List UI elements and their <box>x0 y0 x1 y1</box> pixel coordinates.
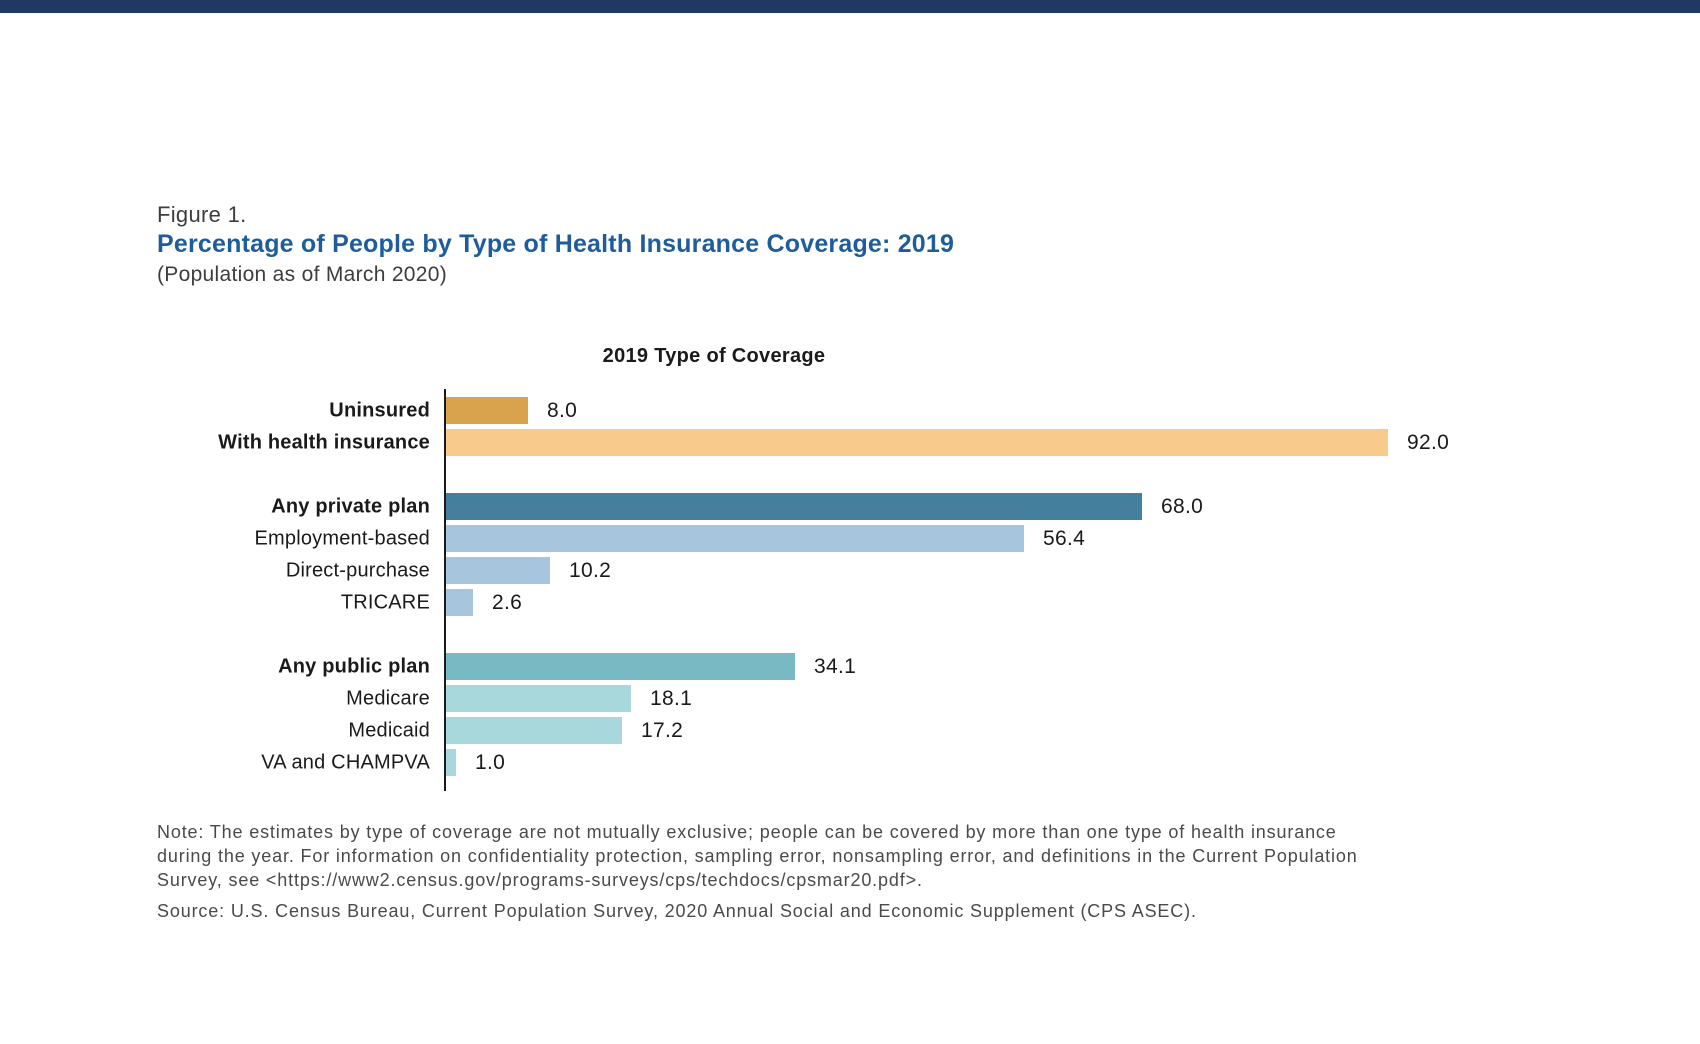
bar-label: VA and CHAMPVA <box>261 751 430 773</box>
y-axis-line <box>444 389 446 791</box>
figure-title: Percentage of People by Type of Health I… <box>157 230 955 258</box>
note-line-1: Note: The estimates by type of coverage … <box>157 822 1337 842</box>
bar <box>446 493 1142 520</box>
bar <box>446 397 528 424</box>
bar-value-label: 2.6 <box>492 590 523 614</box>
bar-row: TRICARE 2.6 <box>0 589 1700 616</box>
bar-label: Uninsured <box>329 399 430 421</box>
bar <box>446 685 631 712</box>
bar-row: Direct-purchase 10.2 <box>0 557 1700 584</box>
bar <box>446 557 550 584</box>
bar-label: Any private plan <box>271 495 430 517</box>
bar <box>446 749 456 776</box>
bar-value-label: 8.0 <box>547 398 578 422</box>
bar-value-label: 1.0 <box>475 750 506 774</box>
bar-row: VA and CHAMPVA 1.0 <box>0 749 1700 776</box>
bar <box>446 525 1024 552</box>
bar-value-label: 17.2 <box>641 718 684 742</box>
note-text: Note: The estimates by type of coverage … <box>157 820 1358 892</box>
bar-row: Employment-based 56.4 <box>0 525 1700 552</box>
bar-row: Medicaid 17.2 <box>0 717 1700 744</box>
bar-row: Uninsured 8.0 <box>0 397 1700 424</box>
bar-value-label: 34.1 <box>814 654 857 678</box>
bar-label: Medicaid <box>348 719 430 741</box>
bar-label: With health insurance <box>218 431 430 453</box>
bar <box>446 653 795 680</box>
bar <box>446 429 1388 456</box>
top-accent-bar <box>0 0 1700 13</box>
bar-label: TRICARE <box>340 591 430 613</box>
bar-value-label: 18.1 <box>650 686 693 710</box>
bar-row: Any private plan 68.0 <box>0 493 1700 520</box>
bar <box>446 717 622 744</box>
bar-value-label: 56.4 <box>1043 526 1086 550</box>
bar-row: With health insurance 92.0 <box>0 429 1700 456</box>
bar-label: Employment-based <box>254 527 430 549</box>
bar-value-label: 10.2 <box>569 558 612 582</box>
chart-title: 2019 Type of Coverage <box>602 345 826 367</box>
bar-value-label: 92.0 <box>1407 430 1450 454</box>
figure-subtitle: (Population as of March 2020) <box>157 263 448 286</box>
note-line-2: during the year. For information on conf… <box>157 846 1358 866</box>
note-line-3: Survey, see <https://www2.census.gov/pro… <box>157 870 923 890</box>
bar-label: Direct-purchase <box>285 559 430 581</box>
bar <box>446 589 473 616</box>
bar-row: Medicare 18.1 <box>0 685 1700 712</box>
bar-label: Any public plan <box>278 655 430 677</box>
source-text: Source: U.S. Census Bureau, Current Popu… <box>157 901 1197 921</box>
bar-row: Any public plan 34.1 <box>0 653 1700 680</box>
bar-value-label: 68.0 <box>1161 494 1204 518</box>
figure-label: Figure 1. <box>157 202 247 227</box>
bar-label: Medicare <box>346 687 430 709</box>
